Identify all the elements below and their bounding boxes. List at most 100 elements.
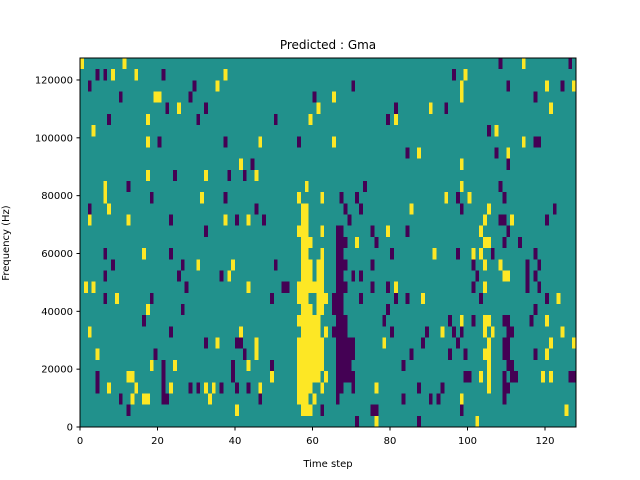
- heatmap-cell-high: [483, 326, 487, 338]
- heatmap-cell-low: [204, 225, 208, 237]
- heatmap-cell-low: [417, 382, 422, 394]
- heatmap-cell-high: [320, 225, 325, 237]
- heatmap-cell-high: [444, 192, 449, 204]
- heatmap-cell-high: [459, 91, 464, 103]
- heatmap-cell-high: [169, 382, 174, 394]
- heatmap-cell-high: [300, 270, 313, 282]
- y-tick-label: 120000: [35, 75, 73, 86]
- heatmap-cell-low: [471, 281, 476, 293]
- heatmap-cell-high: [479, 248, 484, 260]
- heatmap-cell-low: [335, 225, 344, 237]
- heatmap-cell-low: [103, 270, 108, 282]
- heatmap-cell-low: [118, 393, 123, 405]
- heatmap-cell-high: [142, 393, 150, 405]
- x-tick-label: 40: [229, 436, 242, 447]
- heatmap-cell-high: [556, 292, 561, 304]
- heatmap-cell-high: [331, 136, 336, 148]
- chart-title: Predicted : Gma: [280, 38, 376, 52]
- heatmap-cell-high: [483, 259, 487, 271]
- heatmap-cell-high: [467, 192, 472, 204]
- heatmap-cell-low: [386, 113, 391, 126]
- heatmap-cell-high: [297, 292, 309, 304]
- x-axis: 0 20 40 60 80 100 120: [77, 427, 555, 447]
- heatmap-cell-high: [297, 281, 325, 293]
- heatmap-cell-low: [498, 58, 503, 70]
- heatmap-cell-high: [417, 147, 422, 159]
- heatmap-cell-low: [204, 102, 208, 114]
- heatmap-cell-low: [335, 270, 344, 282]
- heatmap-cell-high: [297, 337, 325, 349]
- heatmap-cell-low: [390, 326, 394, 338]
- y-axis-label: Frequency (Hz): [1, 205, 12, 281]
- heatmap-cell-low: [409, 348, 414, 360]
- heatmap-cell-low: [339, 192, 344, 204]
- heatmap-cell-low: [231, 359, 236, 372]
- heatmap-cell-low: [452, 69, 456, 81]
- heatmap-cell-high: [324, 326, 329, 338]
- heatmap-cell-high: [297, 393, 309, 405]
- heatmap-cell-high: [300, 404, 313, 416]
- heatmap-cell-low: [149, 192, 154, 204]
- heatmap-cell-low: [424, 326, 429, 338]
- heatmap-cell-high: [479, 225, 484, 237]
- heatmap-cell-low: [111, 259, 115, 271]
- heatmap-cell-low: [335, 359, 352, 372]
- x-tick-label: 60: [306, 436, 319, 447]
- x-tick-label: 100: [458, 436, 477, 447]
- heatmap-cell-low: [533, 91, 538, 103]
- heatmap-cell-low: [506, 225, 511, 237]
- heatmap-cell-high: [475, 415, 480, 427]
- heatmap-cell-low: [219, 382, 224, 394]
- heatmap-cell-high: [316, 304, 325, 316]
- heatmap-cell-low: [455, 248, 460, 260]
- heatmap-cell-low: [510, 371, 518, 383]
- heatmap-cell-high: [258, 382, 263, 394]
- x-axis-label: Time step: [302, 459, 352, 470]
- heatmap-cell-high: [297, 371, 321, 383]
- heatmap-cell-high: [297, 225, 309, 237]
- heatmap-cell-high: [459, 315, 464, 327]
- heatmap-cell-low: [459, 326, 464, 338]
- heatmap-cell-high: [204, 169, 208, 181]
- heatmap-cell-high: [483, 348, 491, 360]
- heatmap-cell-high: [107, 382, 112, 394]
- heatmap-cell-high: [87, 326, 92, 338]
- heatmap-cell-low: [533, 136, 542, 148]
- heatmap-cell-high: [95, 348, 100, 360]
- heatmap-cell-low: [463, 348, 468, 360]
- heatmap-cell-low: [405, 147, 410, 159]
- heatmap-cell-low: [444, 102, 449, 114]
- heatmap-cell-low: [498, 214, 507, 226]
- heatmap-cell-low: [312, 91, 317, 103]
- heatmap-cell-high: [297, 315, 321, 327]
- heatmap-cell-high: [510, 214, 515, 226]
- heatmap-cell-low: [231, 371, 236, 383]
- heatmap-cell-low: [235, 337, 243, 349]
- x-tick-label: 0: [77, 436, 83, 447]
- heatmap-cell-low: [176, 270, 181, 282]
- heatmap-cell-high: [107, 203, 112, 215]
- heatmap-cell-high: [432, 248, 437, 260]
- heatmap-cell-low: [235, 382, 239, 394]
- heatmap-cell-low: [335, 348, 356, 360]
- heatmap-cell-high: [204, 382, 208, 394]
- x-tick-label: 20: [151, 436, 164, 447]
- heatmap-cell-low: [502, 371, 507, 383]
- heatmap-cell-high: [502, 270, 511, 282]
- heatmap-cell-high: [548, 102, 553, 114]
- heatmap-cell-low: [506, 359, 514, 372]
- heatmap-cell-high: [126, 371, 135, 383]
- heatmap-cell-low: [455, 337, 460, 349]
- heatmap-cell-high: [111, 69, 115, 81]
- heatmap-cell-high: [486, 337, 491, 349]
- heatmap-cell-high: [393, 281, 398, 293]
- heatmap-cell-high: [320, 382, 325, 394]
- heatmap-cell-low: [223, 192, 228, 204]
- heatmap-cell-low: [405, 225, 410, 237]
- heatmap-cell-high: [297, 192, 301, 204]
- heatmap-cell-high: [316, 270, 325, 282]
- heatmap-cell-low: [95, 371, 100, 383]
- heatmap-cell-low: [370, 225, 375, 237]
- heatmap-cell-high: [80, 58, 84, 70]
